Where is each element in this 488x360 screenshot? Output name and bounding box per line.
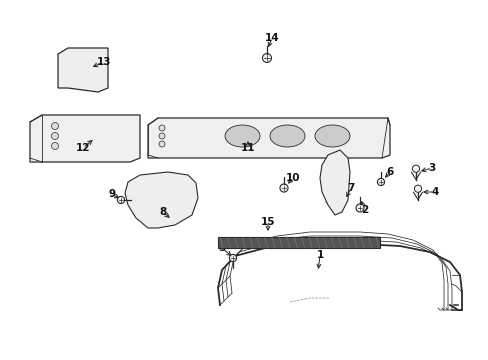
Text: 13: 13 (97, 57, 111, 67)
Text: 15: 15 (260, 217, 275, 227)
Text: 6: 6 (386, 167, 393, 177)
Circle shape (411, 165, 419, 172)
Ellipse shape (224, 125, 260, 147)
Text: 1: 1 (316, 250, 323, 260)
Text: 5: 5 (218, 243, 225, 253)
Text: 8: 8 (159, 207, 166, 217)
Polygon shape (125, 172, 198, 228)
Circle shape (262, 54, 271, 63)
Circle shape (159, 125, 164, 131)
Circle shape (51, 143, 59, 149)
Circle shape (51, 122, 59, 130)
Circle shape (355, 204, 363, 212)
Circle shape (377, 179, 384, 186)
Text: 14: 14 (264, 33, 279, 43)
Circle shape (159, 133, 164, 139)
Circle shape (229, 255, 236, 262)
Circle shape (413, 185, 421, 192)
Text: 7: 7 (346, 183, 354, 193)
Circle shape (279, 184, 287, 192)
Circle shape (159, 141, 164, 147)
Text: 4: 4 (430, 187, 438, 197)
Text: 9: 9 (108, 189, 115, 199)
Text: 10: 10 (285, 173, 300, 183)
Polygon shape (148, 118, 389, 158)
Polygon shape (319, 150, 349, 215)
Polygon shape (30, 115, 140, 162)
Ellipse shape (314, 125, 349, 147)
Text: 11: 11 (240, 143, 255, 153)
Text: 12: 12 (76, 143, 90, 153)
Ellipse shape (269, 125, 305, 147)
Circle shape (117, 197, 124, 204)
Circle shape (51, 132, 59, 139)
Text: 2: 2 (361, 205, 368, 215)
Polygon shape (218, 237, 379, 248)
Polygon shape (58, 48, 108, 92)
Text: 3: 3 (427, 163, 435, 173)
